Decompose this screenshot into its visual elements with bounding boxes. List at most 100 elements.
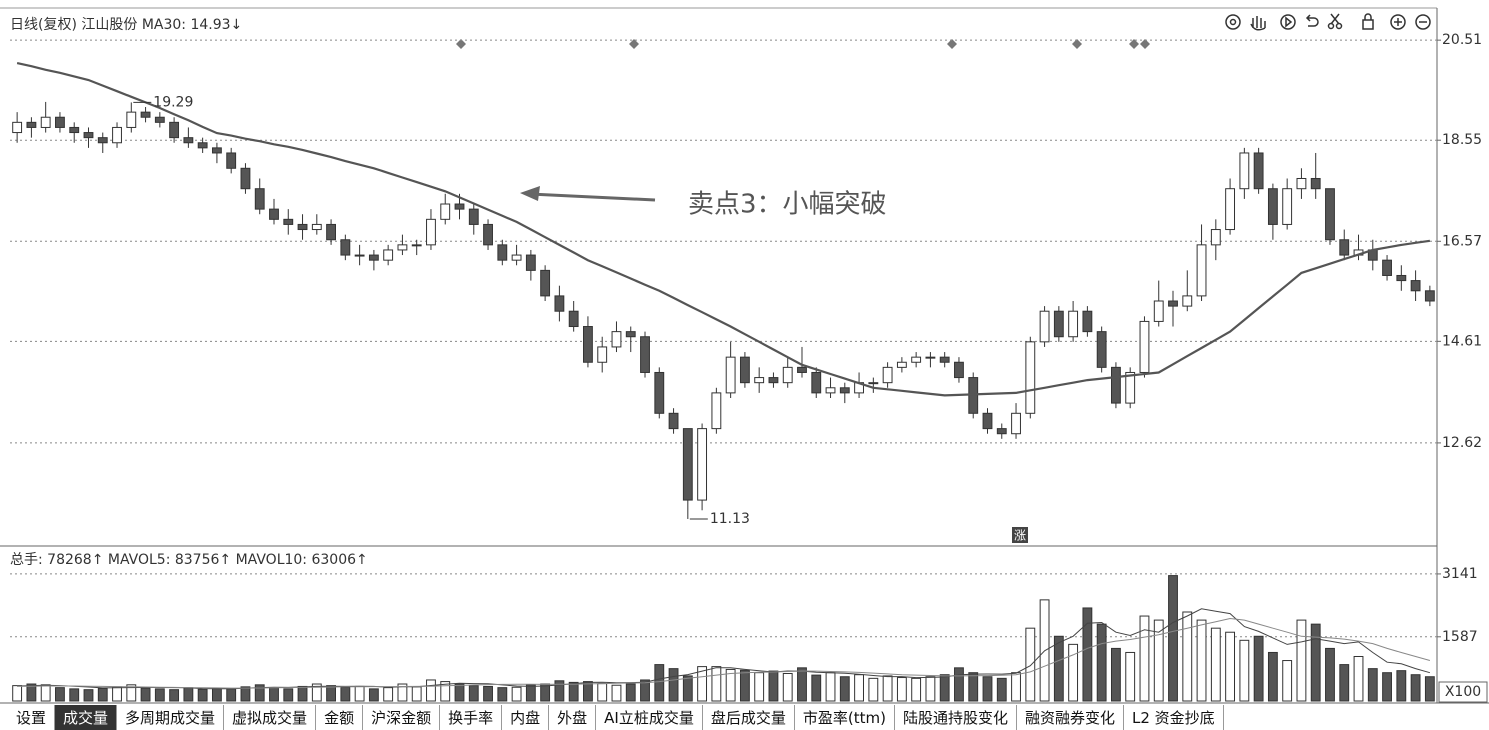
candle-body — [1210, 229, 1221, 246]
unit-box — [1438, 681, 1488, 703]
candle-body — [1339, 239, 1350, 256]
candle-body — [126, 111, 137, 128]
tab[interactable]: 换手率 — [440, 705, 503, 730]
candle-body — [55, 116, 65, 128]
volume-bar — [69, 688, 80, 702]
tab[interactable]: 盘后成交量 — [703, 705, 795, 730]
volume-bar — [1111, 647, 1121, 702]
candle-body — [283, 218, 294, 225]
tab[interactable]: 金额 — [316, 705, 364, 730]
volume-bar — [1025, 627, 1036, 702]
volume-bar — [1253, 635, 1264, 702]
tab[interactable]: 多周期成交量 — [117, 705, 225, 730]
candle-body — [1168, 300, 1178, 307]
annotation: 卖点3：小幅突破 — [688, 190, 887, 220]
volume-bar — [1196, 619, 1207, 702]
volume-bar — [896, 677, 907, 702]
candle-body — [939, 356, 950, 363]
volume-bar — [1096, 623, 1107, 702]
unit-label: X100 — [1445, 684, 1481, 700]
volume-bar — [711, 666, 722, 702]
volume-bar — [297, 685, 308, 702]
candle-body — [69, 126, 80, 134]
candle-body — [739, 356, 750, 384]
volume-bar — [525, 684, 536, 702]
candle-body — [982, 412, 993, 430]
volume-bar — [112, 686, 122, 702]
volume-bar — [954, 667, 964, 702]
candle-body — [825, 387, 836, 394]
chart: 日线(复权) 江山股份 MA30: 14.93↓ 总手: 78268↑ MAVO… — [0, 7, 1489, 704]
candle-body — [297, 223, 308, 231]
candle-body — [1382, 259, 1392, 276]
annotation-arrowhead — [520, 186, 540, 201]
candle-body — [1082, 310, 1093, 333]
volume-bar — [996, 677, 1007, 702]
volume-bar — [183, 687, 194, 702]
candle-body — [226, 152, 237, 169]
tab[interactable]: 市盈率(ttm) — [795, 705, 895, 730]
volume-bar — [868, 677, 879, 702]
candle-body — [1410, 280, 1421, 292]
candle-body — [440, 203, 451, 220]
candle-body — [140, 111, 151, 118]
candle-body — [1153, 300, 1164, 322]
candle-body — [311, 223, 322, 231]
volume-bar — [254, 684, 265, 702]
volume-bar — [1282, 660, 1293, 702]
badge: 涨 — [1014, 528, 1026, 543]
tab[interactable]: AI立桩成交量 — [596, 705, 703, 730]
candle-body — [1325, 188, 1335, 241]
volume-bar — [982, 676, 993, 702]
volume-bar — [1353, 655, 1364, 702]
volume-bar — [611, 684, 622, 702]
candle-body — [1111, 366, 1121, 404]
volume-bar — [854, 674, 864, 702]
volume-bar — [1168, 575, 1178, 702]
volume-bar — [169, 689, 180, 702]
y-tick-label: 12.62 — [1442, 435, 1482, 451]
candle-body — [497, 244, 508, 261]
candle-body — [1139, 320, 1150, 373]
volume-bar — [1011, 672, 1021, 702]
candle-body — [183, 137, 194, 144]
volume-bar — [782, 672, 793, 702]
tab[interactable]: 融资融券变化 — [1017, 705, 1124, 730]
tab[interactable]: 成交量 — [55, 705, 118, 730]
candle-body — [368, 254, 379, 261]
candle-body — [326, 223, 336, 241]
volume-bar — [825, 672, 836, 702]
volume-bar — [26, 683, 37, 702]
tab[interactable]: 内盘 — [502, 705, 550, 730]
volume-bar — [154, 688, 165, 702]
volume-bar — [1339, 664, 1350, 702]
volume-bar — [497, 687, 508, 702]
volume-bar — [1210, 627, 1221, 702]
candle-body — [1267, 188, 1278, 225]
tab[interactable]: 外盘 — [549, 705, 597, 730]
tab[interactable]: L2 资金抄底 — [1124, 705, 1224, 730]
tab[interactable]: 沪深金额 — [363, 705, 441, 730]
volume-bar — [454, 683, 465, 702]
tab[interactable]: 设置 — [8, 705, 56, 730]
candle-body — [754, 377, 765, 384]
toolbar[interactable] — [1225, 13, 1431, 31]
candle-body — [1310, 177, 1321, 190]
candle-body — [1182, 295, 1193, 307]
candle-body — [925, 356, 936, 359]
candle-body — [12, 121, 23, 134]
candle-body — [269, 208, 279, 220]
y-tick-label: 16.57 — [1442, 233, 1482, 249]
candle-body — [211, 147, 222, 154]
tab[interactable]: 陆股通持股变化 — [895, 705, 1017, 730]
tab[interactable]: 虚拟成交量 — [224, 705, 317, 730]
low-label: 11.13 — [710, 511, 750, 527]
candle-body — [611, 331, 622, 348]
candle-body — [411, 244, 422, 247]
candle-body — [782, 366, 793, 384]
volume-bar — [1424, 676, 1435, 702]
ma-line — [16, 62, 1431, 397]
volume-bar — [1296, 619, 1307, 702]
volume-bar — [568, 681, 579, 702]
